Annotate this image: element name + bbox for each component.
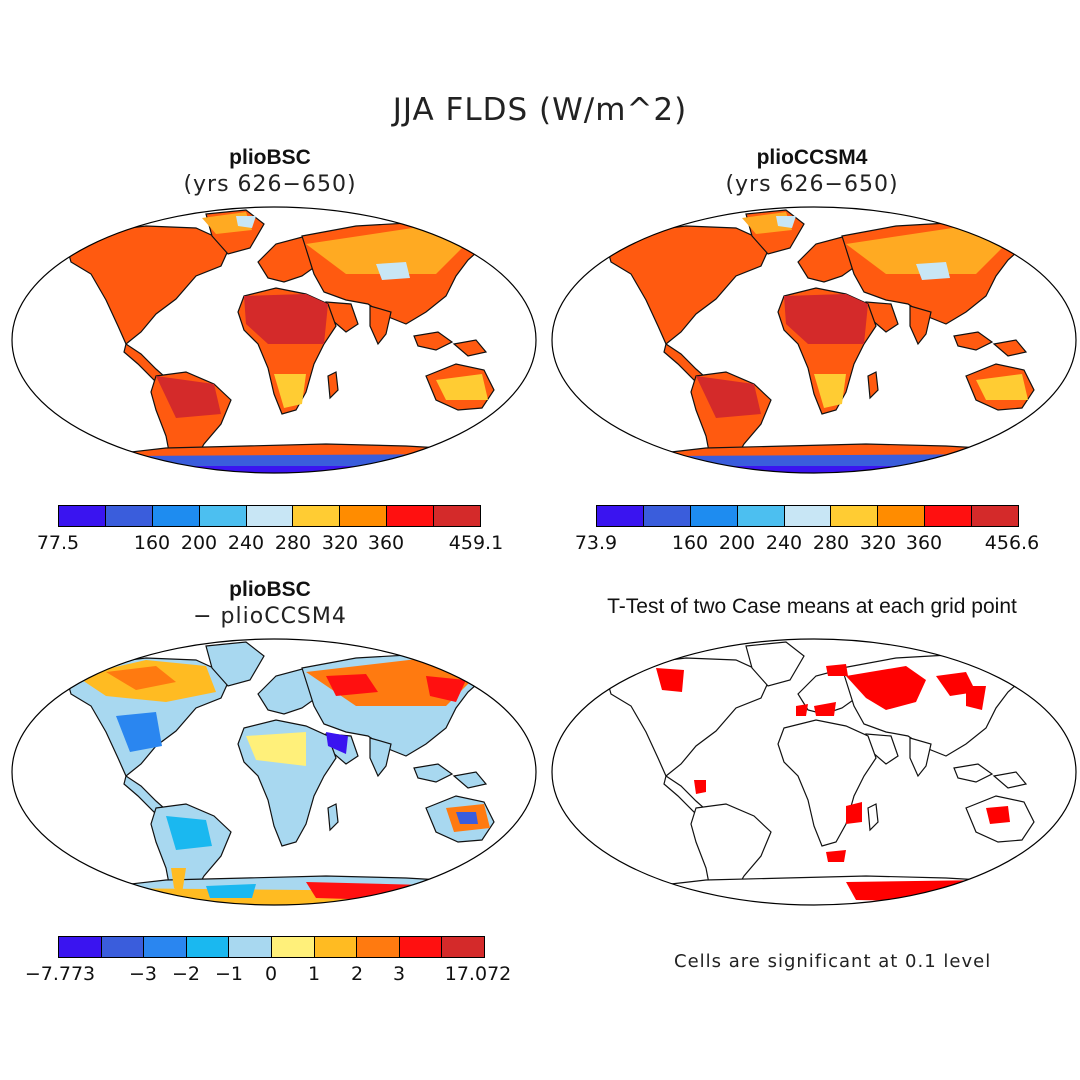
colorbar-swatch <box>925 506 973 526</box>
map-plioCCSM4 <box>551 206 1077 474</box>
colorbar-swatch <box>293 506 341 526</box>
panel-subtitle-bottom-left: − plioCCSM4 <box>193 604 347 629</box>
colorbar-label: 280 <box>812 532 850 554</box>
panel-title-bottom-left: plioBSC <box>229 578 311 601</box>
colorbar-swatch <box>340 506 388 526</box>
colorbar-swatch <box>229 937 272 957</box>
panel-title-bottom-right: T-Test of two Case means at each grid po… <box>607 595 1017 618</box>
colorbar-swatch <box>442 937 484 957</box>
colorbar-swatch <box>690 506 738 526</box>
panel-title-top-left: plioBSC <box>229 146 311 169</box>
colorbar-swatch <box>59 506 106 526</box>
colorbar-label: 456.6 <box>984 532 1040 554</box>
map-plioBSC <box>11 206 537 474</box>
colorbar-label: 77.5 <box>36 532 80 554</box>
colorbar-swatch <box>387 506 435 526</box>
panel-subtitle-top-right: (yrs 626−650) <box>725 172 899 197</box>
colorbar-swatch <box>271 937 315 957</box>
colorbar-swatch <box>105 506 153 526</box>
colorbar-label: 200 <box>180 532 218 554</box>
colorbar-label: 360 <box>905 532 943 554</box>
colorbar-swatch <box>399 937 443 957</box>
colorbar-swatch <box>101 937 145 957</box>
colorbar-swatch <box>878 506 926 526</box>
colorbar-label: 240 <box>227 532 265 554</box>
significance-note: Cells are significant at 0.1 level <box>674 951 992 972</box>
colorbar-swatch <box>152 506 200 526</box>
colorbar-label: −3 <box>128 963 158 985</box>
colorbar-difference <box>58 936 485 958</box>
colorbar-swatch <box>434 506 481 526</box>
colorbar-label: 3 <box>392 963 406 985</box>
colorbar-label: 200 <box>718 532 756 554</box>
colorbar-label: 73.9 <box>574 532 618 554</box>
colorbar-swatch <box>357 937 400 957</box>
panel-title-top-right: plioCCSM4 <box>756 146 868 169</box>
colorbar-swatch <box>144 937 187 957</box>
colorbar-label: 240 <box>765 532 803 554</box>
colorbar-label: 320 <box>321 532 359 554</box>
colorbar-swatch <box>597 506 644 526</box>
colorbar-swatch <box>831 506 879 526</box>
colorbar-label: 0 <box>264 963 278 985</box>
colorbar-label: 459.1 <box>448 532 504 554</box>
colorbar-label: 360 <box>367 532 405 554</box>
colorbar-label: −2 <box>171 963 201 985</box>
colorbar-label: 160 <box>133 532 171 554</box>
figure-title: JJA FLDS (W/m^2) <box>392 92 688 128</box>
colorbar-swatch <box>199 506 247 526</box>
colorbar-swatch <box>737 506 785 526</box>
map-difference <box>11 638 537 906</box>
map-ttest <box>551 638 1077 906</box>
colorbar-swatch <box>643 506 691 526</box>
colorbar-swatch <box>246 506 294 526</box>
colorbar-swatch <box>972 506 1019 526</box>
colorbar-plioBSC <box>58 505 481 527</box>
colorbar-label: −1 <box>214 963 244 985</box>
colorbar-swatch <box>784 506 832 526</box>
colorbar-label: 2 <box>350 963 364 985</box>
colorbar-label: 17.072 <box>444 963 512 985</box>
panel-subtitle-top-left: (yrs 626−650) <box>183 172 357 197</box>
colorbar-swatch <box>186 937 230 957</box>
colorbar-plioCCSM4 <box>596 505 1019 527</box>
colorbar-label: −7.773 <box>24 963 96 985</box>
colorbar-label: 320 <box>859 532 897 554</box>
colorbar-label: 160 <box>671 532 709 554</box>
colorbar-label: 1 <box>307 963 321 985</box>
colorbar-swatch <box>59 937 102 957</box>
colorbar-label: 280 <box>274 532 312 554</box>
colorbar-swatch <box>314 937 358 957</box>
